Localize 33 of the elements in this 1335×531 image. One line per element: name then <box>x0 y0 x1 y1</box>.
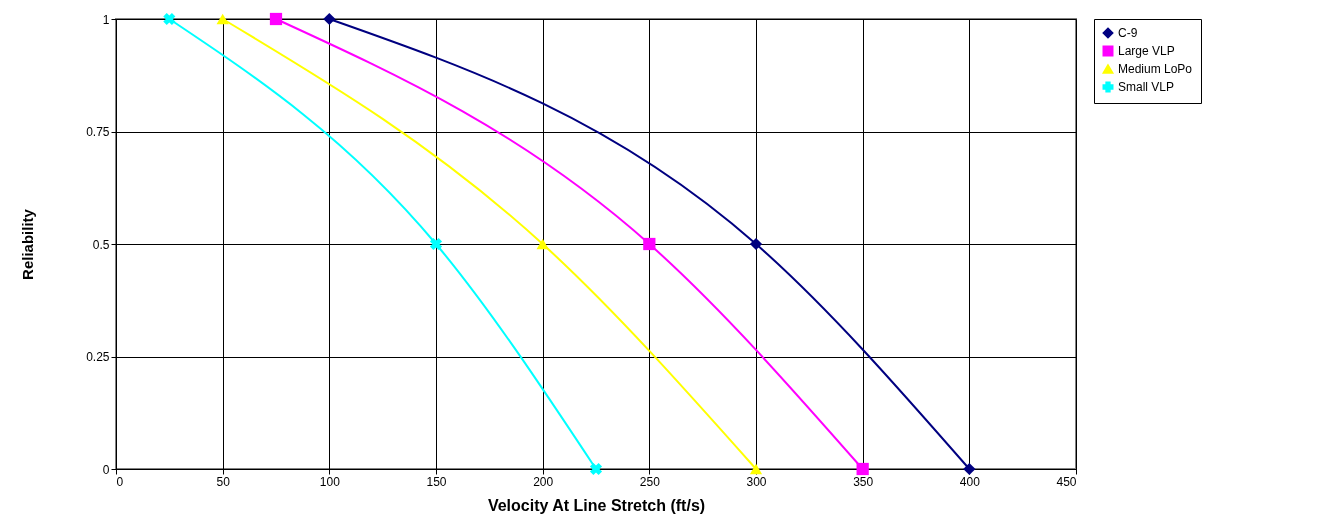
point <box>536 238 549 250</box>
point <box>269 12 283 26</box>
y-axis-title: Reliability <box>19 208 37 280</box>
point <box>323 12 336 26</box>
y-tick-label: 0.5 <box>92 237 110 252</box>
point <box>749 237 763 251</box>
y-tick-label: 0 <box>102 462 110 477</box>
x-tick-label: 450 <box>1056 474 1077 489</box>
x-tick-label: 250 <box>639 474 661 489</box>
x-tick-label: 400 <box>959 474 981 489</box>
x-tick-label: 50 <box>216 474 231 489</box>
x-tick-label: 350 <box>853 474 874 489</box>
point <box>216 13 229 25</box>
y-tick-label: 0.25 <box>86 350 110 364</box>
x-tick-label: 100 <box>319 474 341 489</box>
point <box>749 463 763 475</box>
point <box>963 462 976 476</box>
x-tick-label: 150 <box>426 474 447 489</box>
point <box>429 237 443 251</box>
legend-label: Small VLP <box>1118 80 1175 94</box>
point <box>163 12 176 26</box>
x-tick-label: 200 <box>533 474 554 489</box>
y-tick-label: 0.75 <box>86 125 110 139</box>
y-tick-label: 1 <box>102 12 110 27</box>
legend-label: Medium LoPo <box>1118 62 1193 76</box>
point <box>643 237 656 251</box>
x-tick-label: 0 <box>116 474 124 489</box>
point <box>589 462 603 476</box>
point <box>856 462 869 476</box>
legend-label: C-9 <box>1118 26 1138 40</box>
x-axis-title: Velocity At Line Stretch (ft/s) <box>487 496 706 514</box>
legend-label: Large VLP <box>1118 44 1175 58</box>
x-tick-label: 300 <box>746 474 767 489</box>
